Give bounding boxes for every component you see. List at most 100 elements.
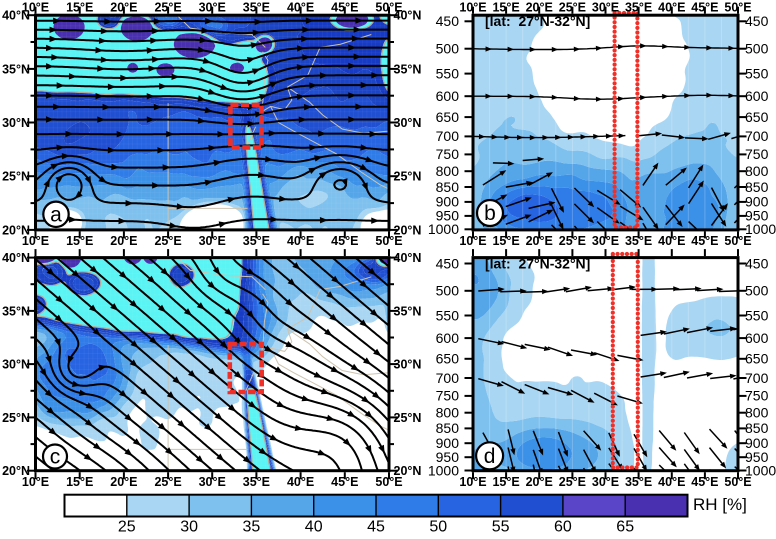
svg-text:850: 850	[436, 420, 460, 436]
svg-text:65: 65	[616, 519, 634, 535]
svg-text:30: 30	[180, 519, 198, 535]
svg-text:50: 50	[429, 519, 447, 535]
svg-text:500: 500	[436, 41, 460, 57]
svg-text:25°N: 25°N	[394, 170, 422, 184]
svg-text:20°N: 20°N	[2, 223, 30, 237]
svg-text:550: 550	[436, 307, 460, 323]
svg-text:850: 850	[745, 420, 769, 436]
svg-text:10°E: 10°E	[459, 475, 486, 489]
svg-text:20°E: 20°E	[110, 1, 137, 15]
svg-text:10°E: 10°E	[459, 1, 486, 15]
svg-text:25°N: 25°N	[2, 170, 30, 184]
svg-text:45°E: 45°E	[691, 1, 718, 15]
svg-text:40°E: 40°E	[658, 475, 685, 489]
svg-text:25°N: 25°N	[2, 411, 30, 425]
svg-text:1000: 1000	[745, 221, 776, 237]
svg-text:650: 650	[745, 109, 769, 125]
svg-text:500: 500	[745, 41, 769, 57]
svg-text:30°N: 30°N	[2, 358, 30, 372]
svg-text:20°E: 20°E	[526, 234, 553, 248]
svg-text:a: a	[50, 204, 62, 227]
svg-text:700: 700	[436, 370, 460, 386]
svg-text:25: 25	[118, 519, 136, 535]
svg-text:450: 450	[745, 13, 769, 29]
svg-text:30°N: 30°N	[394, 116, 422, 130]
svg-text:15°E: 15°E	[492, 234, 519, 248]
svg-text:35°E: 35°E	[243, 475, 270, 489]
svg-text:1000: 1000	[745, 462, 776, 478]
svg-text:450: 450	[436, 255, 460, 271]
svg-text:45°E: 45°E	[331, 234, 358, 248]
svg-text:[lat: 27°N-32°N]: [lat: 27°N-32°N]	[485, 255, 590, 271]
svg-text:15°E: 15°E	[66, 234, 93, 248]
svg-text:850: 850	[436, 179, 460, 195]
svg-text:35°N: 35°N	[394, 62, 422, 76]
svg-text:750: 750	[436, 146, 460, 162]
svg-text:550: 550	[436, 65, 460, 81]
svg-text:40°N: 40°N	[2, 9, 30, 23]
svg-text:b: b	[484, 202, 496, 225]
svg-text:600: 600	[436, 330, 460, 346]
svg-text:30°E: 30°E	[592, 1, 619, 15]
svg-text:750: 750	[745, 388, 769, 404]
svg-text:450: 450	[436, 13, 460, 29]
svg-text:750: 750	[436, 388, 460, 404]
svg-text:c: c	[50, 446, 61, 469]
svg-text:450: 450	[745, 255, 769, 271]
svg-text:30°E: 30°E	[199, 234, 226, 248]
svg-text:35°E: 35°E	[625, 1, 652, 15]
svg-text:800: 800	[436, 163, 460, 179]
svg-text:550: 550	[745, 65, 769, 81]
svg-text:35°E: 35°E	[625, 234, 652, 248]
svg-text:750: 750	[745, 146, 769, 162]
svg-text:40°E: 40°E	[287, 1, 314, 15]
svg-text:800: 800	[745, 163, 769, 179]
svg-text:25°E: 25°E	[154, 234, 181, 248]
svg-text:45°E: 45°E	[331, 475, 358, 489]
svg-text:35°E: 35°E	[243, 1, 270, 15]
svg-text:25°E: 25°E	[154, 1, 181, 15]
svg-text:30°N: 30°N	[2, 116, 30, 130]
svg-text:45°E: 45°E	[691, 475, 718, 489]
svg-text:30°E: 30°E	[199, 1, 226, 15]
svg-text:1000: 1000	[428, 462, 459, 478]
svg-text:700: 700	[436, 128, 460, 144]
svg-text:20°N: 20°N	[394, 223, 422, 237]
svg-text:d: d	[484, 445, 496, 468]
svg-text:RH [%]: RH [%]	[693, 495, 747, 514]
svg-text:550: 550	[745, 307, 769, 323]
svg-text:25°E: 25°E	[559, 475, 586, 489]
svg-text:15°E: 15°E	[492, 475, 519, 489]
svg-text:[lat: 27°N-32°N]: [lat: 27°N-32°N]	[485, 13, 590, 29]
svg-text:800: 800	[745, 405, 769, 421]
svg-text:40: 40	[305, 519, 323, 535]
svg-text:45°E: 45°E	[331, 1, 358, 15]
svg-text:40°N: 40°N	[394, 251, 422, 265]
svg-text:1000: 1000	[428, 221, 459, 237]
svg-text:15°E: 15°E	[66, 1, 93, 15]
svg-text:25°E: 25°E	[154, 475, 181, 489]
svg-text:20°E: 20°E	[110, 234, 137, 248]
svg-text:25°E: 25°E	[559, 234, 586, 248]
svg-text:500: 500	[436, 283, 460, 299]
svg-text:10°E: 10°E	[459, 234, 486, 248]
svg-text:500: 500	[745, 283, 769, 299]
svg-text:35°E: 35°E	[625, 475, 652, 489]
svg-text:650: 650	[436, 109, 460, 125]
svg-text:55: 55	[492, 519, 510, 535]
svg-text:35°N: 35°N	[2, 62, 30, 76]
svg-text:30°E: 30°E	[199, 475, 226, 489]
svg-text:40°N: 40°N	[394, 9, 422, 23]
svg-text:35°E: 35°E	[243, 234, 270, 248]
svg-text:650: 650	[436, 351, 460, 367]
svg-text:35°N: 35°N	[394, 304, 422, 318]
svg-text:30°E: 30°E	[592, 234, 619, 248]
svg-text:650: 650	[745, 351, 769, 367]
svg-text:40°E: 40°E	[658, 1, 685, 15]
svg-text:20°N: 20°N	[2, 464, 30, 478]
svg-text:700: 700	[745, 370, 769, 386]
svg-text:30°E: 30°E	[592, 475, 619, 489]
svg-text:850: 850	[745, 179, 769, 195]
svg-text:35: 35	[243, 519, 261, 535]
svg-text:25°N: 25°N	[394, 411, 422, 425]
